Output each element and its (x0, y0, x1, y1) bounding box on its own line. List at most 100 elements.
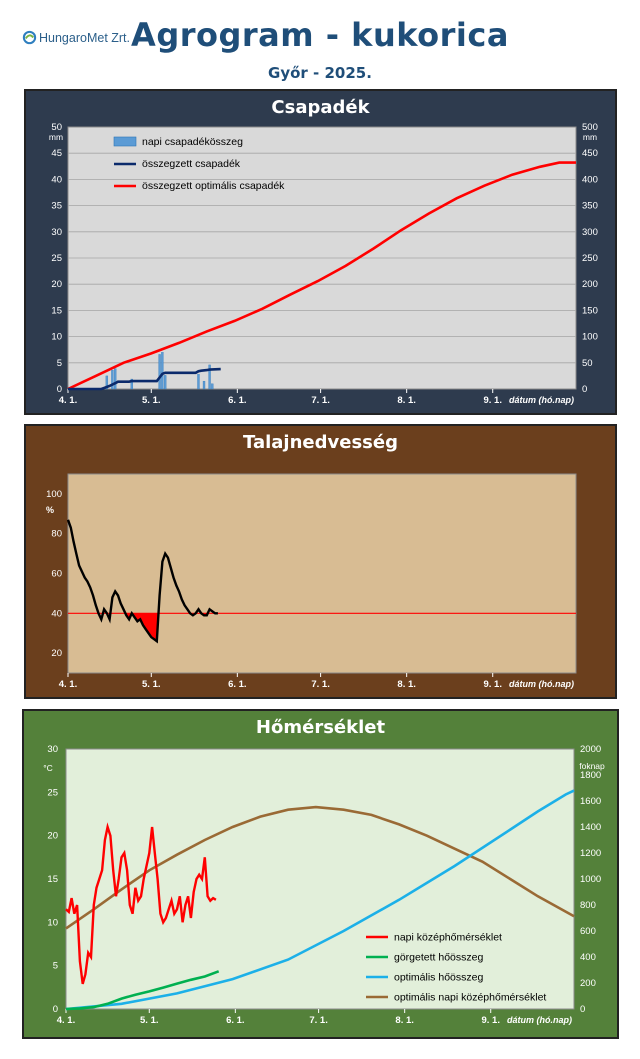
optimal-heat-sum-line (65, 789, 575, 1011)
precip-bar (111, 369, 114, 390)
y-right-tick-label: 350 (582, 201, 598, 212)
y-left-tick-label: 15 (47, 874, 58, 885)
y-right-tick-label: 800 (580, 900, 596, 911)
soil-moisture-panel: Talajnedvesség 4. 1. 5. 1. 6. 1. 7. 1. 8. 1.… (24, 424, 617, 699)
x-tick-label: 9. 1. (481, 1015, 500, 1026)
x-tick-label: 5. 1. (140, 1015, 159, 1026)
x-tick-label: 8. 1. (397, 679, 416, 690)
precip-bar (202, 380, 206, 390)
x-tick-label: 8. 1. (395, 1015, 414, 1026)
y-right-tick-label: 50 (582, 358, 593, 369)
page-title: Agrogram - kukorica (131, 16, 509, 54)
y-left-tick-label: 25 (47, 787, 58, 798)
temperature-title: Hőmérséklet (255, 717, 386, 738)
y-right-tick-label: 200 (580, 978, 596, 989)
y-tick-label: 80 (51, 529, 62, 540)
y-left-tick-label: 15 (51, 305, 62, 316)
precip-bar (158, 354, 161, 390)
y-left-tick-label: 20 (51, 279, 62, 290)
y-right-tick-label: 600 (580, 926, 596, 937)
legend-label: görgetett hőösszeg (394, 952, 483, 964)
y-left-tick-label: 40 (51, 174, 62, 185)
legend-swatch-bar (113, 136, 137, 147)
x-tick-label: 7. 1. (311, 395, 330, 406)
precip-bar (208, 364, 211, 390)
temperature-chart: 4. 1. 5. 1. 6. 1. 7. 1. 8. 1. 9. 1. dátum (hó.… (43, 744, 605, 1026)
x-tick-label: 6. 1. (228, 395, 247, 406)
legend-label: optimális hőösszeg (394, 972, 483, 984)
y-left-unit: mm (49, 132, 63, 142)
legend-label: optimális napi középhőmérséklet (394, 992, 546, 1004)
y-right-unit: foknap (579, 761, 605, 771)
y-right-tick-label: 150 (582, 305, 598, 316)
y-tick-label: 100 (46, 489, 62, 500)
precip-bar (105, 375, 109, 390)
x-tick-label: 5. 1. (142, 395, 161, 406)
y-tick-label: 20 (51, 648, 62, 659)
plot-area (67, 473, 577, 674)
x-tick-label: 4. 1. (59, 395, 78, 406)
y-right-tick-label: 0 (582, 384, 587, 395)
x-tick-label: 5. 1. (142, 679, 161, 690)
y-left-tick-label: 0 (57, 384, 62, 395)
x-axis-label: dátum (hó.nap) (509, 679, 574, 689)
x-tick-label: 9. 1. (483, 395, 502, 406)
y-left-tick-label: 10 (51, 332, 62, 343)
x-tick-label: 8. 1. (397, 395, 416, 406)
y-tick-label: 60 (51, 569, 62, 580)
y-right-tick-label: 400 (582, 174, 598, 185)
y-right-tick-label: 1200 (580, 848, 601, 859)
y-left-tick-label: 5 (57, 358, 62, 369)
logo-text: HungaroMet Zrt. (39, 30, 131, 45)
y-right-tick-label: 1800 (580, 770, 601, 781)
precipitation-chart: 4. 1. 5. 1. 6. 1. 7. 1. 8. 1. 9. 1. dátum (hó.… (49, 122, 598, 406)
x-tick-label: 9. 1. (483, 679, 502, 690)
y-left-tick-label: 50 (51, 122, 62, 133)
y-left-tick-label: 35 (51, 201, 62, 212)
y-tick-label: 40 (51, 608, 62, 619)
x-tick-label: 7. 1. (311, 679, 330, 690)
x-tick-label: 4. 1. (57, 1015, 76, 1026)
temperature-panel: Hőmérséklet 4. 1. 5. 1. 6. 1. 7. 1. 8. 1. 9. … (22, 709, 619, 1039)
y-right-tick-label: 500 (582, 122, 598, 133)
y-left-tick-label: 10 (47, 917, 58, 928)
y-right-unit: mm (583, 132, 597, 142)
hungaromet-logo: HungaroMet Zrt. (22, 30, 130, 45)
daily-mean-temp-line (65, 822, 217, 985)
cumulative-precip-line (68, 367, 221, 391)
precipitation-title: Csapadék (271, 97, 370, 118)
x-axis-label: dátum (hó.nap) (507, 1015, 572, 1025)
page-subtitle: Győr - 2025. (268, 64, 372, 82)
precipitation-panel: Csapadék 4. 1. 5. 1. 6. 1. 7. 1. 8. 1. 9. 1. d… (24, 89, 617, 415)
legend-label: összegzett csapadék (142, 158, 241, 170)
optimal-cumulative-line (67, 161, 576, 391)
soil-moisture-chart: 4. 1. 5. 1. 6. 1. 7. 1. 8. 1. 9. 1. dátum (hó.… (46, 473, 577, 690)
y-right-tick-label: 100 (582, 332, 598, 343)
y-left-tick-label: 5 (53, 961, 58, 972)
y-left-tick-label: 30 (51, 227, 62, 238)
y-right-tick-label: 1400 (580, 822, 601, 833)
y-right-tick-label: 1600 (580, 796, 601, 807)
y-right-tick-label: 2000 (580, 744, 601, 755)
y-right-tick-label: 1000 (580, 874, 601, 885)
precip-bar (164, 375, 167, 390)
y-left-tick-label: 20 (47, 831, 58, 842)
y-right-tick-label: 400 (580, 952, 596, 963)
precip-bar (197, 374, 200, 390)
y-left-tick-label: 0 (53, 1004, 58, 1015)
y-left-tick-label: 25 (51, 253, 62, 264)
y-left-tick-label: 45 (51, 148, 62, 159)
y-right-tick-label: 200 (582, 279, 598, 290)
soil-moisture-title: Talajnedvesség (243, 432, 398, 453)
y-left-unit: °C (43, 763, 53, 773)
y-right-tick-label: 300 (582, 227, 598, 238)
y-unit: % (46, 505, 54, 515)
x-tick-label: 4. 1. (59, 679, 78, 690)
x-axis-label: dátum (hó.nap) (509, 395, 574, 405)
hungaromet-logo-icon (22, 30, 37, 45)
optimal-daily-mean-line (65, 805, 575, 930)
legend-label: napi középhőmérséklet (394, 932, 502, 944)
y-left-tick-label: 30 (47, 744, 58, 755)
rolling-heat-sum-line (65, 970, 220, 1011)
plot-area (65, 748, 575, 1010)
